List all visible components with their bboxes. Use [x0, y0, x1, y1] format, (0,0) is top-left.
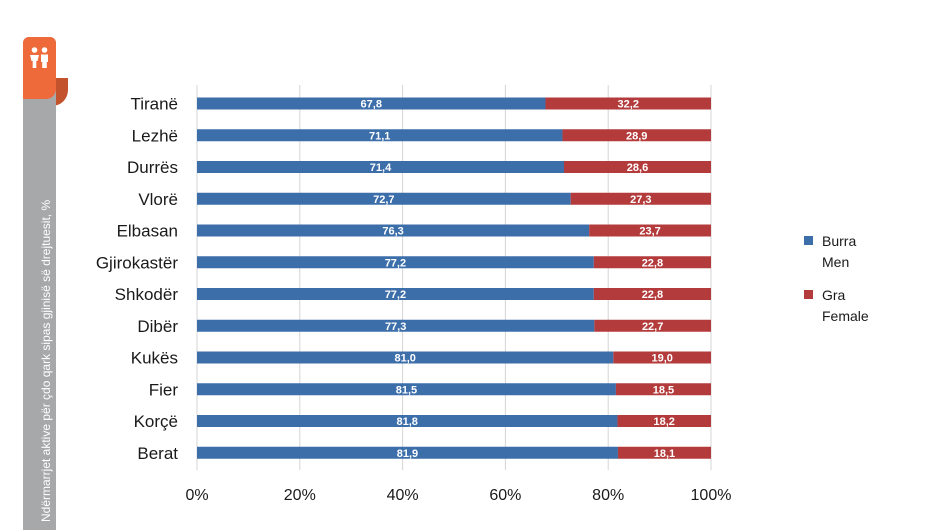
bar-female [593, 256, 711, 269]
x-tick-label: 40% [387, 487, 419, 504]
data-label: 76,3 [382, 226, 403, 238]
bar-female [594, 319, 711, 332]
data-label: 18,5 [653, 384, 674, 396]
bar-men [197, 415, 618, 427]
category-label: Shkodër [115, 285, 179, 304]
data-label: 28,6 [627, 162, 648, 174]
bar-female [617, 446, 711, 459]
legend: Burra Men Gra Female [804, 233, 869, 324]
bar-men [197, 383, 616, 396]
data-label: 81,5 [396, 384, 417, 396]
data-label: 19,0 [651, 353, 672, 365]
data-label: 22,8 [642, 289, 663, 301]
bar-female [545, 97, 711, 110]
category-label: Lezhë [132, 126, 178, 145]
bar-men [197, 224, 590, 237]
x-tick-label: 80% [592, 487, 624, 504]
data-label: 77,3 [385, 321, 406, 333]
side-strip [23, 37, 56, 530]
category-label: Vlorë [138, 190, 178, 209]
data-label: 72,7 [373, 194, 394, 206]
data-label: 23,7 [639, 226, 660, 238]
legend-swatch-female [804, 290, 813, 299]
category-label: Kukës [131, 349, 178, 368]
bar-men [197, 97, 546, 110]
legend-label: Gra [822, 287, 846, 303]
category-label: Berat [137, 444, 178, 463]
bar-female [589, 224, 711, 237]
bar-men [197, 256, 594, 269]
data-label: 81,8 [397, 416, 418, 428]
category-label: Tiranë [130, 95, 178, 114]
bar-men [197, 161, 564, 173]
category-labels: Tiranë Lezhë Durrës Vlorë Elbasan Gjirokastër… [96, 95, 179, 463]
category-label: Elbasan [117, 222, 178, 241]
bar-female [615, 383, 711, 396]
data-label: 77,2 [385, 257, 406, 269]
bar-men [197, 446, 618, 459]
people-icon [30, 47, 48, 68]
data-label: 81,0 [394, 353, 415, 365]
category-label: Dibër [137, 317, 178, 336]
bar-female [563, 161, 711, 173]
data-label: 71,1 [369, 130, 390, 142]
data-label: 18,2 [654, 416, 675, 428]
bar-men [197, 192, 571, 205]
bar-female [617, 415, 711, 427]
data-label: 32,2 [618, 99, 639, 111]
bar-men [197, 319, 595, 332]
legend-label: Men [822, 254, 849, 270]
bar-men [197, 288, 594, 300]
data-label: 28,9 [626, 130, 647, 142]
data-label: 18,1 [654, 448, 675, 460]
category-label: Durrës [127, 158, 178, 177]
legend-label: Burra [822, 233, 856, 249]
gridlines [196, 85, 712, 470]
data-label: 81,9 [397, 448, 418, 460]
category-label: Korçë [134, 412, 178, 431]
bar-men [197, 129, 563, 142]
data-label: 67,8 [361, 99, 382, 111]
bars: 67,8 32,2 71,1 28,9 71,4 28,6 72,7 27,3 76,3 23,7… [197, 97, 711, 460]
legend-label: Female [822, 308, 869, 324]
bar-men [197, 351, 614, 364]
bar-female [613, 351, 711, 364]
x-axis-ticks: 0% 20% 40% 60% 80% 100% [185, 487, 731, 504]
section-tab [23, 37, 56, 99]
data-label: 27,3 [630, 194, 651, 206]
data-label: 22,7 [642, 321, 663, 333]
category-label: Gjirokastër [96, 253, 179, 272]
legend-swatch-men [804, 236, 813, 245]
x-tick-label: 100% [691, 487, 732, 504]
x-tick-label: 0% [185, 487, 208, 504]
x-tick-label: 20% [284, 487, 316, 504]
data-label: 71,4 [370, 162, 392, 174]
data-label: 22,8 [642, 257, 663, 269]
bar-female [562, 129, 711, 142]
bar-female [570, 192, 711, 205]
category-label: Fier [149, 380, 179, 399]
x-tick-label: 60% [489, 487, 521, 504]
bar-female [593, 288, 711, 300]
data-label: 77,2 [385, 289, 406, 301]
